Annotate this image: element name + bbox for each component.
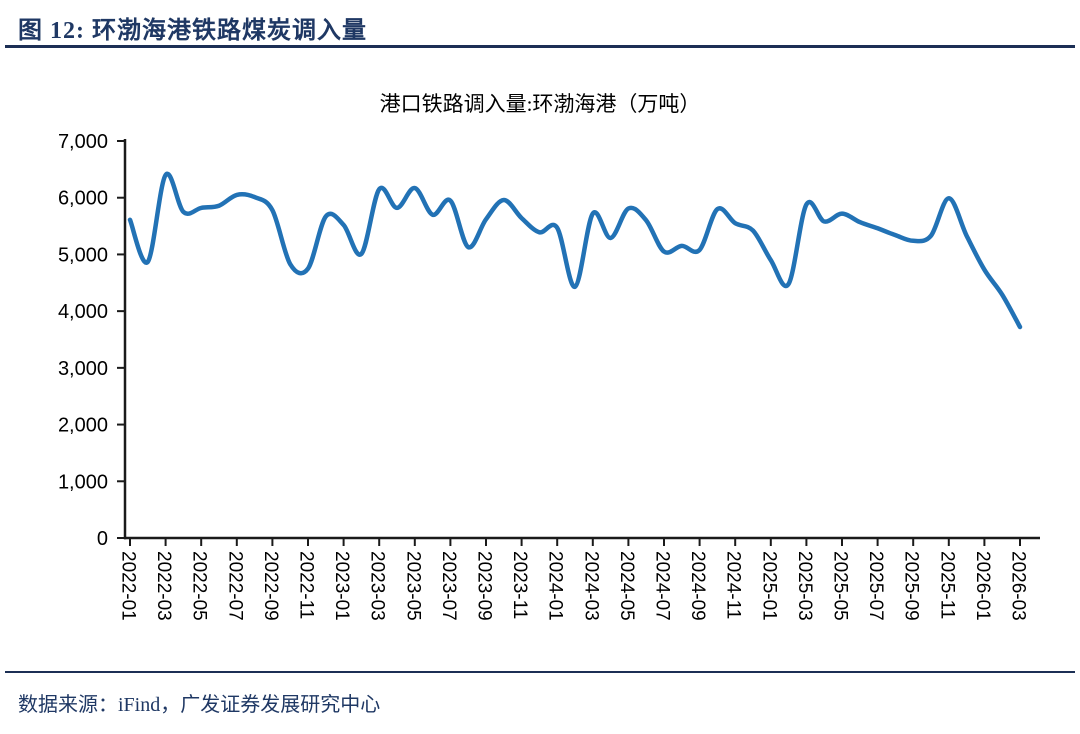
x-tick-label: 2025-09 xyxy=(901,551,922,621)
y-tick-label: 2,000 xyxy=(58,415,108,437)
x-tick-label: 2025-07 xyxy=(865,551,886,621)
chart-title: 港口铁路调入量:环渤海港（万吨） xyxy=(379,92,701,116)
x-tick-label: 2023-05 xyxy=(402,551,423,621)
x-tick-label: 2024-05 xyxy=(616,551,637,621)
x-tick-label: 2022-11 xyxy=(296,551,317,619)
x-tick-label: 2022-09 xyxy=(260,551,281,621)
x-tick-label: 2023-03 xyxy=(367,551,388,621)
x-tick-label: 2024-11 xyxy=(723,551,744,619)
y-tick-label: 5,000 xyxy=(58,244,108,266)
y-tick-label: 7,000 xyxy=(58,131,108,153)
title-divider xyxy=(5,45,1075,48)
footer-divider xyxy=(5,671,1075,673)
x-tick-label: 2022-05 xyxy=(189,551,210,621)
x-tick-label: 2026-01 xyxy=(972,551,993,621)
x-tick-label: 2024-07 xyxy=(652,551,673,621)
x-tick-label: 2026-03 xyxy=(1008,551,1029,621)
x-tick-label: 2022-07 xyxy=(224,551,245,621)
y-tick-label: 1,000 xyxy=(58,471,108,493)
x-tick-label: 2022-03 xyxy=(153,551,174,621)
x-tick-label: 2022-01 xyxy=(118,551,139,621)
data-source: 数据来源：iFind，广发证券发展研究中心 xyxy=(18,694,381,716)
x-tick-label: 2025-05 xyxy=(830,551,851,621)
x-tick-label: 2023-01 xyxy=(331,551,352,621)
data-series-line xyxy=(127,171,1023,330)
x-tick-label: 2024-01 xyxy=(545,551,566,621)
y-tick-label: 6,000 xyxy=(58,188,108,210)
x-tick-label: 2023-09 xyxy=(474,551,495,621)
x-tick-label: 2025-01 xyxy=(758,551,779,621)
x-tick-label: 2023-07 xyxy=(438,551,459,621)
y-tick-label: 0 xyxy=(97,528,108,550)
x-tick-label: 2023-11 xyxy=(509,551,530,619)
x-tick-label: 2024-09 xyxy=(687,551,708,621)
figure-title: 图 12: 环渤海港铁路煤炭调入量 xyxy=(18,18,367,44)
x-tick-label: 2025-03 xyxy=(794,551,815,621)
y-tick-label: 3,000 xyxy=(58,358,108,380)
y-tick-label: 4,000 xyxy=(58,301,108,323)
x-tick-label: 2024-03 xyxy=(580,551,601,621)
x-tick-label: 2025-11 xyxy=(936,551,957,619)
